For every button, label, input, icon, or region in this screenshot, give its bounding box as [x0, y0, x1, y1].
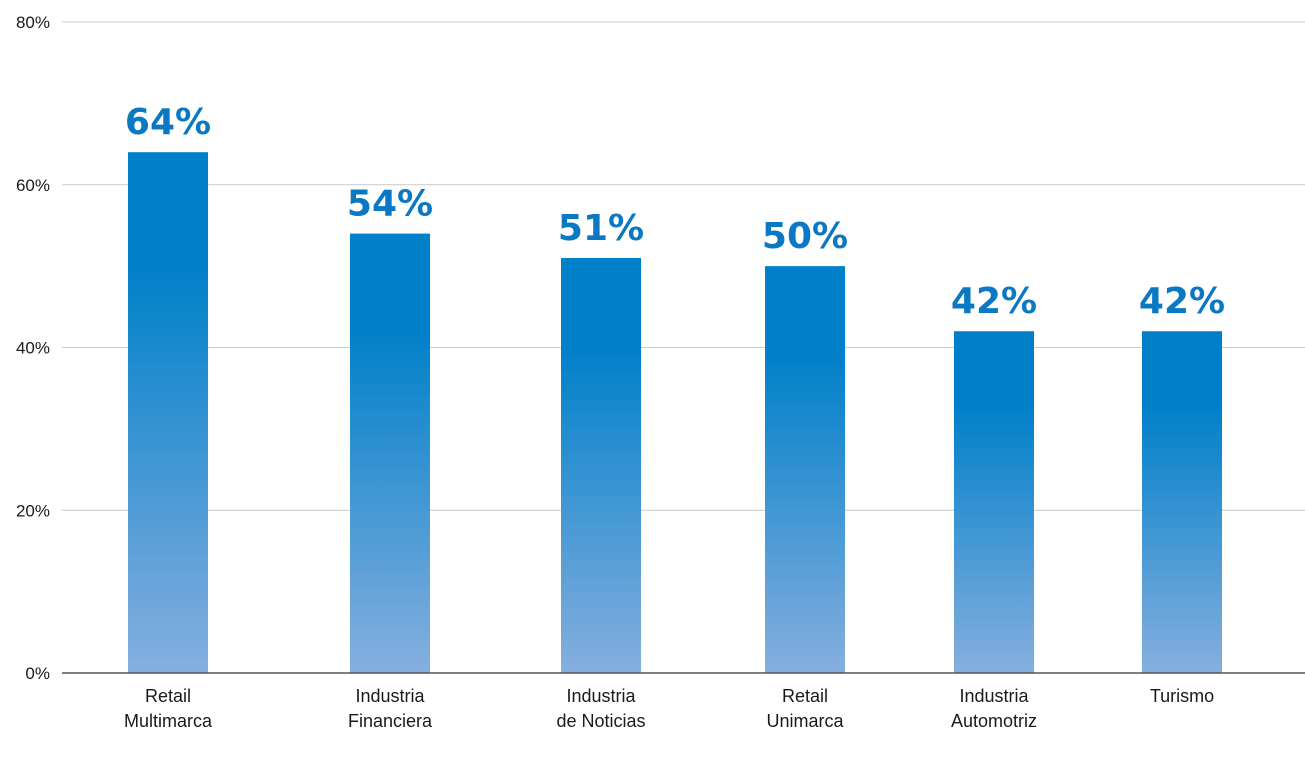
y-tick-label: 40% — [16, 339, 50, 358]
bar — [954, 331, 1034, 673]
y-tick-label: 20% — [16, 501, 50, 520]
x-tick-label: Retail Unimarca — [766, 686, 844, 731]
bar — [561, 257, 641, 673]
y-axis-ticks: 0% 20% 40% 60% 80% — [16, 13, 50, 683]
y-tick-label: 60% — [16, 176, 50, 195]
y-tick-label: 80% — [16, 13, 50, 32]
x-tick-label: Retail Multimarca — [124, 686, 213, 731]
x-tick-label: Industria Automotriz — [951, 686, 1037, 731]
bar — [128, 152, 208, 673]
bar — [350, 233, 430, 673]
bars — [128, 152, 1222, 673]
x-tick-label: Turismo — [1150, 686, 1214, 706]
grid-lines — [62, 21, 1305, 511]
x-axis-categories: Retail Multimarca Industria Financiera Indus… — [124, 686, 1214, 731]
data-label: 64% — [125, 102, 211, 143]
data-labels: 64% 54% 51% 50% 42% 42% — [125, 102, 1225, 322]
x-tick-label: Industria de Noticias — [556, 686, 645, 731]
data-label: 50% — [762, 216, 848, 257]
y-tick-label: 0% — [25, 664, 50, 683]
x-tick-label: Industria Financiera — [348, 686, 433, 731]
data-label: 42% — [951, 281, 1037, 322]
data-label: 51% — [558, 208, 644, 249]
data-label: 54% — [347, 184, 433, 225]
bar — [765, 266, 845, 673]
bar — [1142, 331, 1222, 673]
data-label: 42% — [1139, 281, 1225, 322]
